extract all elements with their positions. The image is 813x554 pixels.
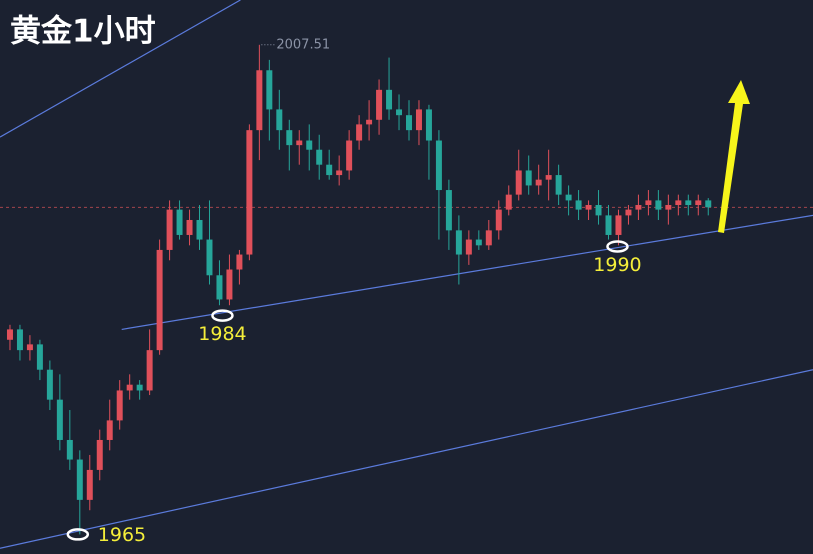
candle-body	[545, 175, 552, 180]
candle-body	[216, 275, 223, 300]
level-marker	[66, 528, 90, 541]
candle-body	[246, 130, 253, 255]
candle-body	[555, 175, 562, 195]
candle-body	[346, 140, 353, 171]
candle-body	[565, 194, 572, 201]
candle-body	[386, 89, 393, 110]
candle-body	[16, 329, 23, 351]
level-label: 1984	[198, 323, 246, 345]
candle-body	[415, 109, 422, 131]
candle-body	[595, 205, 602, 216]
candle-body	[326, 164, 333, 176]
candle-body	[226, 269, 233, 300]
candle-body	[376, 89, 383, 120]
candle-body	[36, 344, 43, 370]
candle-body	[76, 459, 83, 500]
candle-body	[126, 384, 133, 391]
candle-body	[685, 200, 692, 206]
candle-body	[176, 209, 183, 235]
candle-body	[645, 200, 652, 206]
candle-body	[6, 329, 13, 340]
candle-body	[625, 209, 632, 216]
candle-body	[116, 390, 123, 421]
candle-body	[46, 369, 53, 400]
candle-body	[675, 200, 682, 206]
candle-body	[166, 209, 173, 250]
candle-body	[605, 215, 612, 235]
candle-body	[425, 109, 432, 141]
candle-body	[445, 190, 452, 231]
candle-body	[406, 115, 412, 131]
candle-body	[535, 179, 542, 186]
candle-body	[146, 350, 153, 391]
candle-body	[575, 200, 582, 210]
candle-body	[495, 209, 502, 231]
candle-body	[306, 140, 313, 150]
candle-body	[236, 254, 243, 270]
candle-body	[515, 170, 522, 195]
candle-body	[455, 230, 462, 255]
candle-body	[336, 170, 343, 176]
candle-body	[286, 130, 293, 146]
candle-body	[396, 109, 403, 116]
candle-body	[196, 219, 203, 240]
candle-body	[525, 170, 532, 186]
trend-line	[0, 369, 813, 549]
candle-body	[296, 140, 303, 146]
candle-body	[86, 469, 93, 500]
candle-body	[256, 70, 263, 131]
trend-line	[0, 0, 241, 138]
candle-body	[665, 205, 672, 210]
candle-body	[186, 219, 193, 235]
candle-body	[465, 239, 472, 255]
candle-body	[695, 200, 702, 206]
candle-body	[206, 239, 213, 276]
candle-body	[615, 215, 622, 235]
candle-body	[156, 249, 163, 351]
candle-body	[475, 239, 482, 246]
candle-body	[705, 200, 712, 208]
candle-body	[356, 124, 363, 141]
candle-body	[276, 109, 283, 131]
trend-line	[121, 214, 813, 330]
candle-body	[435, 140, 442, 191]
candle-body	[136, 384, 143, 391]
candle-body	[485, 230, 492, 246]
level-label: 1965	[98, 524, 146, 546]
high-label: 2007.51	[276, 37, 330, 52]
candle-body	[316, 149, 323, 165]
candle-body	[26, 344, 33, 351]
level-marker	[211, 309, 234, 322]
candle-body	[635, 205, 642, 210]
candle-body	[585, 205, 592, 210]
candle-body	[66, 439, 73, 460]
candle-body	[266, 70, 273, 110]
up-arrow	[718, 80, 750, 233]
candle-body	[96, 439, 103, 470]
candle-body	[655, 200, 662, 210]
candle-body	[366, 119, 373, 125]
chart-title: 黄金1小时	[10, 14, 156, 50]
candle-body	[505, 194, 512, 210]
level-marker	[606, 240, 629, 253]
candle-body	[106, 420, 113, 440]
level-label: 1990	[593, 254, 641, 276]
candle-body	[56, 399, 63, 440]
